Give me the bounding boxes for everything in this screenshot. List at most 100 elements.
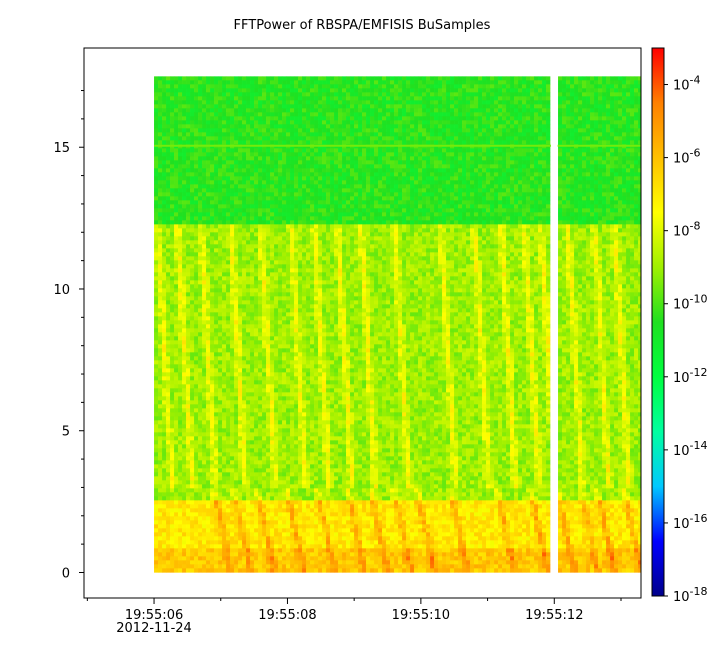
heatmap-cell — [466, 120, 471, 125]
heatmap-cell — [226, 160, 231, 165]
heatmap-cell — [194, 220, 199, 225]
heatmap-cell — [350, 184, 355, 189]
heatmap-cell — [154, 112, 159, 117]
heatmap-cell — [574, 192, 579, 197]
heatmap-cell — [526, 220, 531, 225]
heatmap-cell — [574, 184, 579, 189]
heatmap-cell — [374, 168, 379, 173]
heatmap-cell — [470, 200, 475, 205]
heatmap-cell — [258, 200, 263, 205]
heatmap-cell — [594, 152, 599, 157]
heatmap-cell — [214, 84, 219, 89]
heatmap-cell — [598, 196, 603, 201]
heatmap-cell — [626, 116, 631, 121]
heatmap-cell — [330, 80, 335, 85]
heatmap-cell — [326, 176, 331, 181]
heatmap-cell — [378, 196, 383, 201]
heatmap-cell — [514, 92, 519, 97]
heatmap-cell — [162, 168, 167, 173]
heatmap-cell — [546, 216, 551, 221]
heatmap-cell — [538, 104, 543, 109]
heatmap-cell — [562, 208, 567, 213]
heatmap-cell — [254, 152, 259, 157]
heatmap-cell — [382, 80, 387, 85]
heatmap-cell — [254, 176, 259, 181]
heatmap-cell — [178, 120, 183, 125]
heatmap-cell — [370, 152, 375, 157]
heatmap-cell — [518, 180, 523, 185]
heatmap-cell — [602, 168, 607, 173]
heatmap-cell — [454, 104, 459, 109]
heatmap-cell — [482, 124, 487, 129]
heatmap-cell — [198, 168, 203, 173]
heatmap-cell — [578, 80, 583, 85]
heatmap-cell — [278, 204, 283, 209]
heatmap-cell — [542, 92, 547, 97]
heatmap-cell — [246, 124, 251, 129]
heatmap-cell — [290, 164, 295, 169]
heatmap-cell — [410, 196, 415, 201]
heatmap-cell — [286, 216, 291, 221]
heatmap-cell — [626, 88, 631, 93]
heatmap-cell — [218, 216, 223, 221]
heatmap-cell — [582, 92, 587, 97]
heatmap-cell — [202, 104, 207, 109]
heatmap-cell — [202, 216, 207, 221]
heatmap-cell — [606, 160, 611, 165]
heatmap-cell — [334, 216, 339, 221]
heatmap-cell — [174, 196, 179, 201]
heatmap-cell — [546, 124, 551, 129]
heatmap-cell — [542, 200, 547, 205]
heatmap-cell — [422, 172, 427, 177]
heatmap-cell — [186, 136, 191, 141]
heatmap-cell — [442, 172, 447, 177]
heatmap-cell — [222, 160, 227, 165]
heatmap-cell — [266, 176, 271, 181]
heatmap-cell — [490, 100, 495, 105]
heatmap-cell — [338, 152, 343, 157]
heatmap-cell — [462, 120, 467, 125]
heatmap-cell — [598, 188, 603, 193]
heatmap-cell — [498, 120, 503, 125]
heatmap-cell — [374, 104, 379, 109]
heatmap-cell — [190, 116, 195, 121]
heatmap-cell — [562, 204, 567, 209]
heatmap-cell — [270, 76, 275, 81]
heatmap-cell — [286, 104, 291, 109]
heatmap-cell — [558, 212, 563, 217]
heatmap-cell — [190, 160, 195, 165]
heatmap-cell — [434, 160, 439, 165]
heatmap-cell — [246, 140, 251, 145]
heatmap-cell — [206, 172, 211, 177]
heatmap-cell — [522, 168, 527, 173]
heatmap-cell — [394, 176, 399, 181]
heatmap-cell — [418, 148, 423, 153]
heatmap-cell — [406, 176, 411, 181]
heatmap-cell — [362, 92, 367, 97]
heatmap-cell — [578, 228, 583, 233]
heatmap-cell — [378, 188, 383, 193]
heatmap-cell — [458, 88, 463, 93]
heatmap-cell — [546, 236, 551, 241]
heatmap-cell — [530, 164, 535, 169]
heatmap-cell — [446, 208, 451, 213]
heatmap-cell — [462, 164, 467, 169]
heatmap-cell — [222, 108, 227, 113]
heatmap-cell — [534, 128, 539, 133]
heatmap-cell — [234, 140, 239, 145]
heatmap-cell — [258, 228, 263, 233]
heatmap-cell — [634, 176, 639, 181]
heatmap-cell — [282, 76, 287, 81]
heatmap-cell — [538, 228, 543, 233]
heatmap-cell — [430, 220, 435, 225]
heatmap-cell — [318, 204, 323, 209]
heatmap-cell — [214, 216, 219, 221]
heatmap-cell — [302, 160, 307, 165]
heatmap-cell — [214, 120, 219, 125]
heatmap-cell — [442, 176, 447, 181]
heatmap-cell — [622, 172, 627, 177]
heatmap-cell — [498, 180, 503, 185]
heatmap-cell — [410, 208, 415, 213]
heatmap-cell — [270, 104, 275, 109]
heatmap-cell — [438, 128, 443, 133]
